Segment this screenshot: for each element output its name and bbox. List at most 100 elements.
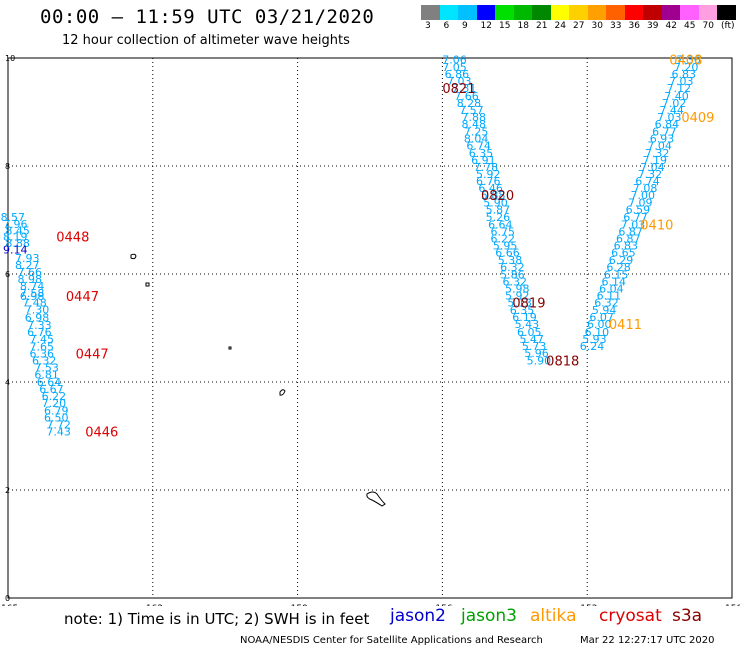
wave-height-point: 6.98	[20, 290, 45, 303]
wave-height-point: 7.08	[633, 182, 658, 195]
wave-height-point: 7.53	[34, 361, 59, 374]
island-outline	[279, 389, 286, 396]
wave-height-point: 6.93	[650, 132, 675, 145]
legend-tick-label: 42	[665, 21, 677, 31]
legend-tick-label: (ft)	[721, 21, 735, 31]
wave-height-point: 7.48	[22, 297, 47, 310]
y-tick-label: 6	[5, 270, 10, 279]
wave-height-point: 6.64	[37, 376, 62, 389]
wave-height-point: 8.45	[5, 224, 30, 237]
wave-height-point: 7.43	[46, 426, 71, 439]
wave-height-point: 5.92	[476, 168, 501, 181]
wave-height-point: 7.03	[447, 75, 472, 88]
satellite-legend-item: altika	[530, 606, 577, 626]
track: 7.067.056.867.037.317.668.287.577.888.48…	[442, 54, 551, 368]
pass-time-label: 0820	[481, 189, 514, 204]
pass-time-label: 0408	[669, 54, 702, 69]
wave-height-point: 7.02	[662, 97, 687, 110]
wave-height-point: 7.88	[462, 111, 487, 124]
wave-height-point: 6.86	[445, 68, 470, 81]
wave-height-point: 5.43	[515, 318, 540, 331]
wave-height-point: 8.19	[3, 231, 28, 244]
legend-swatch	[513, 5, 532, 20]
satellite-legend-item: s3a	[672, 606, 703, 626]
wave-height-point: 7.05	[442, 61, 467, 74]
satellite-legend-item: jason3	[461, 606, 517, 626]
wave-height-point: 9.14	[3, 244, 28, 257]
wave-height-point: 6.76	[27, 326, 52, 339]
wave-height-point: 5.26	[486, 211, 511, 224]
y-tick-label: 2	[5, 486, 10, 495]
wave-height-point: 5.87	[486, 204, 511, 217]
footer-note: note: 1) Time is in UTC; 2) SWH is in fe…	[64, 610, 370, 628]
legend-tick-label: 33	[610, 21, 622, 31]
wave-height-point: 6.36	[30, 347, 55, 360]
wave-height-point: 7.04	[640, 161, 665, 174]
wave-height-point: 6.22	[42, 390, 67, 403]
legend-swatch	[550, 5, 569, 20]
legend-swatch	[458, 5, 477, 20]
wave-height-point: 7.33	[27, 319, 52, 332]
legend-tick-label: 3	[425, 21, 431, 31]
grid	[8, 58, 732, 598]
wave-height-point: 6.32	[503, 276, 528, 289]
legend-tick-label: 18	[517, 21, 529, 31]
wave-height-point: 7.12	[667, 82, 692, 95]
wave-height-point: 6.35	[510, 304, 535, 317]
legend-tick-label: 45	[684, 21, 696, 31]
wave-height-point: 6.14	[601, 276, 626, 289]
wave-height-point: 7.31	[452, 82, 477, 95]
wave-height-point: 7.30	[25, 304, 50, 317]
wave-height-point: 5.47	[519, 333, 544, 346]
footer-credit: NOAA/NESDIS Center for Satellite Applica…	[240, 635, 543, 646]
x-tick-label: -159	[287, 604, 308, 606]
wave-height-point: 6.76	[476, 175, 501, 188]
wave-height-point: 6.22	[490, 232, 515, 245]
legend-swatch	[495, 5, 514, 20]
wave-height-point: 7.04	[647, 139, 672, 152]
legend-swatch	[698, 5, 717, 20]
wave-height-point: 7.65	[30, 340, 55, 353]
wave-height-point: 7.32	[638, 168, 663, 181]
legend-tick-label: 30	[591, 21, 603, 31]
wave-height-point: 6.66	[495, 246, 520, 259]
y-tick-label: 10	[5, 54, 15, 63]
wave-height-point: 6.74	[466, 139, 491, 152]
island-outline	[130, 253, 137, 260]
wave-height-point: 6.79	[44, 405, 69, 418]
x-tick-label: -156	[432, 604, 453, 606]
wave-height-point: 6.32	[500, 261, 525, 274]
pass-time-label: 0819	[512, 297, 545, 312]
wave-height-point: 5.38	[498, 254, 523, 267]
wave-height-point: 7.36	[676, 54, 701, 67]
wave-height-point: 7.96	[3, 218, 28, 231]
wave-height-point: 7.03	[657, 111, 682, 124]
plot-frame	[7, 57, 733, 599]
pass-time-label: 0410	[640, 218, 673, 233]
x-tick-label: -150	[722, 604, 740, 606]
wave-height-point: 7.20	[42, 397, 67, 410]
wave-height-point: 6.32	[594, 297, 619, 310]
track: 8.577.968.458.198.889.147.938.277.668.98…	[1, 211, 71, 439]
satellite-legend-item: jason2	[390, 606, 446, 626]
wave-height-point: 5.98	[505, 283, 530, 296]
wave-height-point: 5.90	[483, 197, 508, 210]
legend-tick-label: 21	[536, 21, 548, 31]
legend-tick-label: 6	[443, 21, 450, 31]
wave-height-point: 8.48	[462, 118, 487, 131]
legend-swatch	[643, 5, 662, 20]
legend-swatch	[606, 5, 625, 20]
wave-height-point: 7.72	[46, 419, 71, 432]
pass-time-label: 0447	[66, 290, 99, 305]
island-outline	[366, 491, 386, 507]
wave-height-point: 8.88	[5, 237, 30, 250]
wave-height-point: 7.66	[454, 90, 479, 103]
legend-swatch	[624, 5, 643, 20]
legend-tick-label: 9	[462, 21, 468, 31]
wave-height-point: 7.03	[669, 75, 694, 88]
wave-height-point: 6.59	[626, 204, 651, 217]
wave-height-point: 6.74	[635, 175, 660, 188]
y-tick-label: 8	[5, 162, 10, 171]
wave-height-point: 5.93	[582, 333, 607, 346]
wave-height-point: 6.75	[490, 225, 515, 238]
